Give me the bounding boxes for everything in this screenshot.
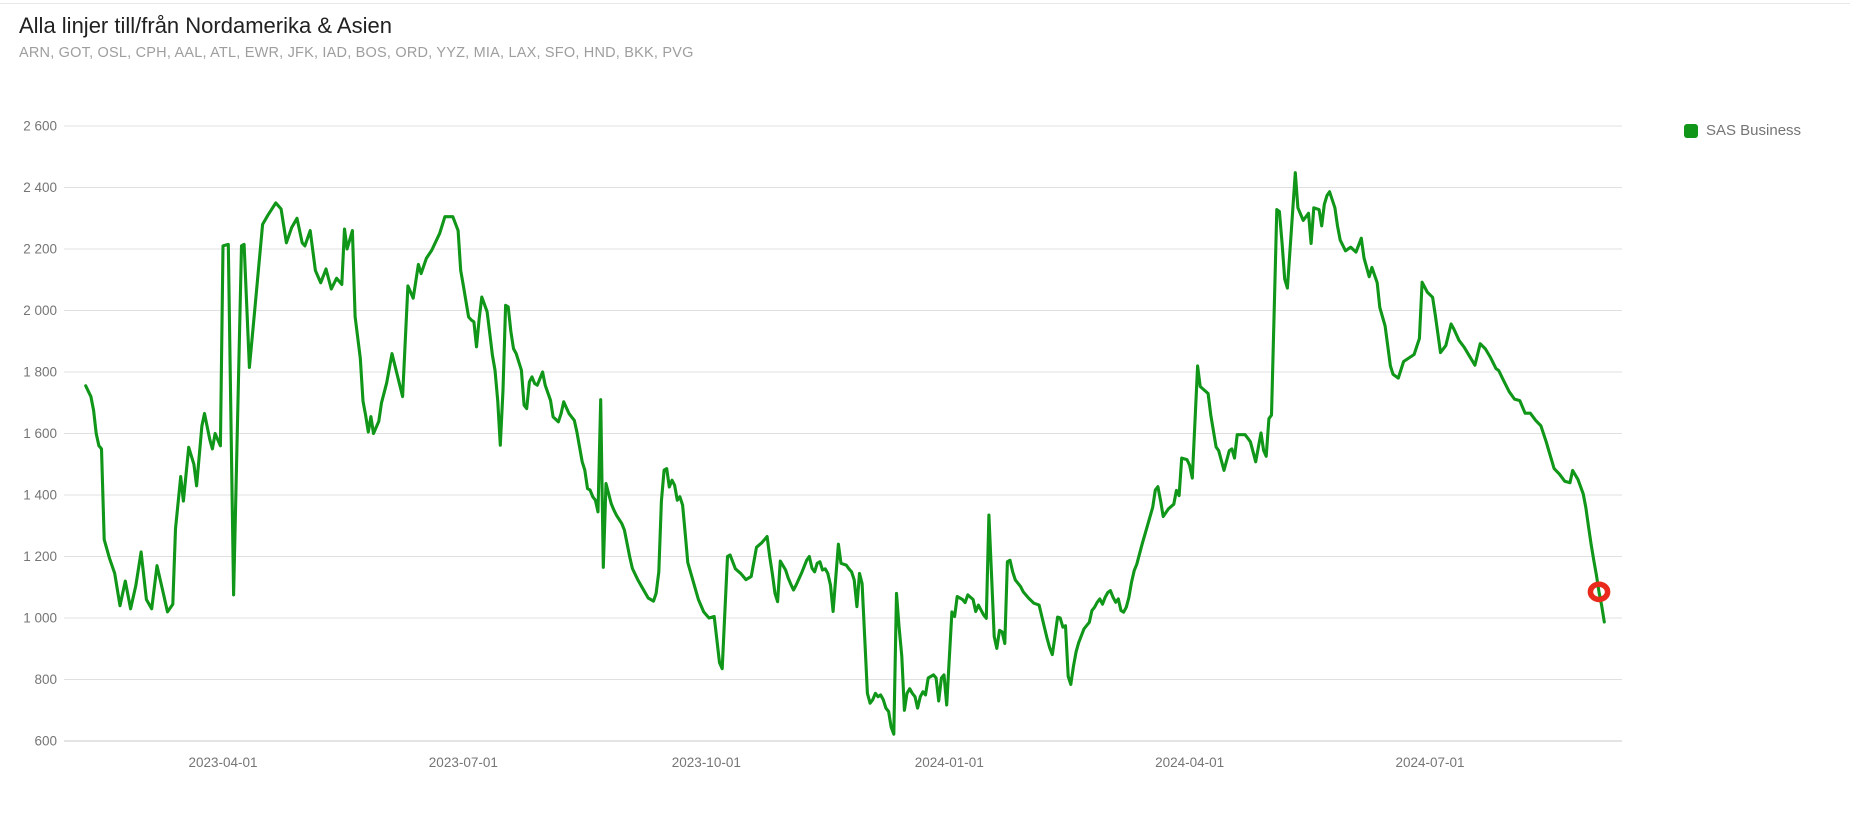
y-axis-tick-label: 600: [34, 734, 57, 749]
x-axis-tick-label: 2023-04-01: [188, 755, 257, 770]
y-axis-tick-label: 2 200: [23, 242, 57, 257]
y-axis-tick-label: 2 400: [23, 180, 57, 195]
x-axis-tick-label: 2024-04-01: [1155, 755, 1224, 770]
chart-title: Alla linjer till/från Nordamerika & Asie…: [19, 13, 392, 38]
y-axis-tick-label: 800: [34, 672, 57, 687]
legend[interactable]: SAS Business: [1684, 122, 1801, 139]
x-axis-tick-label: 2023-07-01: [429, 755, 498, 770]
y-axis-tick-label: 1 000: [23, 611, 57, 626]
legend-swatch-icon: [1684, 123, 1698, 138]
y-axis-tick-label: 1 200: [23, 549, 57, 564]
x-axis-tick-label: 2024-07-01: [1395, 755, 1464, 770]
y-axis-tick-label: 1 400: [23, 488, 57, 503]
highlight-ring: [1587, 581, 1611, 603]
y-axis-tick-label: 2 600: [23, 119, 57, 134]
chart-subtitle-airport-codes: ARN, GOT, OSL, CPH, AAL, ATL, EWR, JFK, …: [19, 45, 694, 61]
top-divider: [0, 3, 1850, 4]
y-axis-tick-label: 2 000: [23, 303, 57, 318]
y-axis-tick-label: 1 600: [23, 426, 57, 441]
x-axis-tick-label: 2024-01-01: [915, 755, 984, 770]
x-axis-tick-label: 2023-10-01: [672, 755, 741, 770]
chart-header: Alla linjer till/från Nordamerika & Asie…: [19, 13, 694, 62]
series-line-sas-business[interactable]: [84, 171, 1606, 736]
legend-label: SAS Business: [1706, 122, 1802, 139]
y-axis-tick-label: 1 800: [23, 365, 57, 380]
